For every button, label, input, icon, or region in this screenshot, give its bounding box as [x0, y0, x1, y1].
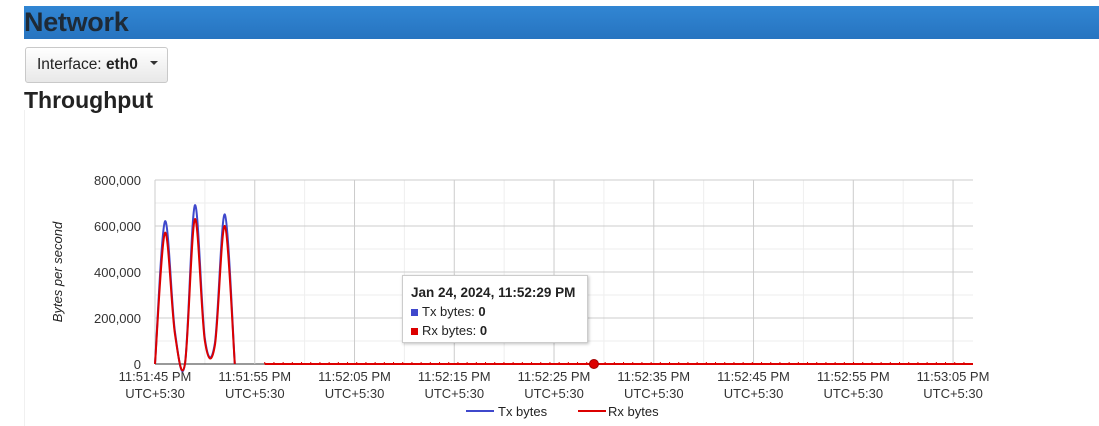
tooltip-tx-label: Tx bytes: — [422, 304, 475, 319]
x-tick-label: 11:52:15 PM — [418, 369, 491, 384]
x-tick-label-tz: UTC+5:30 — [424, 386, 484, 401]
y-tick-label: 800,000 — [94, 173, 141, 188]
y-tick-label: 200,000 — [94, 311, 141, 326]
x-tick-label: 11:52:35 PM — [617, 369, 690, 384]
caret-down-icon — [150, 60, 159, 65]
chart-legend: Tx bytes Rx bytes — [466, 404, 659, 419]
x-tick-label: 11:52:25 PM — [518, 369, 591, 384]
header-bar: Network — [24, 6, 1099, 39]
interface-value: eth0 — [105, 56, 138, 73]
y-tick-label: 0 — [134, 357, 141, 372]
x-tick-label-tz: UTC+5:30 — [125, 386, 185, 401]
tx-swatch-icon — [411, 309, 418, 316]
x-tick-label: 11:52:55 PM — [817, 369, 890, 384]
x-tick-label-tz: UTC+5:30 — [724, 386, 784, 401]
y-tick-label: 400,000 — [94, 265, 141, 280]
y-tick-label: 600,000 — [94, 219, 141, 234]
chart-series — [154, 204, 973, 373]
x-tick-label-tz: UTC+5:30 — [624, 386, 684, 401]
x-axis-tick-labels: 11:51:45 PM UTC+5:30 11:51:55 PM UTC+5:30 11… — [119, 369, 990, 401]
x-tick-label: 11:51:45 PM — [119, 369, 192, 384]
section-title: Throughput — [24, 87, 154, 113]
x-tick-label-tz: UTC+5:30 — [823, 386, 883, 401]
x-tick-label: 11:52:05 PM — [318, 369, 391, 384]
x-tick-label-tz: UTC+5:30 — [923, 386, 983, 401]
interface-label: Interface: — [37, 56, 102, 73]
tooltip-title: Jan 24, 2024, 11:52:29 PM — [411, 285, 576, 300]
x-tick-label-tz: UTC+5:30 — [524, 386, 584, 401]
x-tick-label-tz: UTC+5:30 — [325, 386, 385, 401]
interface-dropdown-button[interactable]: Interface: eth0 — [25, 47, 168, 83]
page-title: Network — [24, 7, 129, 37]
series-line-tx-bytes — [154, 204, 236, 373]
top-strip — [0, 0, 1099, 6]
tooltip-tx-value: 0 — [478, 304, 486, 319]
tooltip-row-rx: Rx bytes: 0 — [411, 321, 579, 340]
y-axis-label: Bytes per second — [50, 221, 65, 322]
content-left-border — [24, 110, 25, 426]
series-line-rx-bytes — [154, 218, 236, 372]
y-axis-tick-labels: 0 200,000 400,000 600,000 800,000 — [94, 173, 141, 372]
x-tick-label-tz: UTC+5:30 — [225, 386, 285, 401]
rx-swatch-icon — [411, 328, 418, 335]
x-tick-label: 11:53:05 PM — [917, 369, 990, 384]
x-tick-label: 11:52:45 PM — [717, 369, 790, 384]
highlighted-data-point[interactable] — [588, 359, 599, 369]
legend-label-1: Tx bytes — [498, 404, 548, 419]
x-tick-label: 11:51:55 PM — [218, 369, 291, 384]
tooltip-rx-value: 0 — [479, 323, 488, 338]
legend-label-2: Rx bytes — [608, 404, 659, 419]
tooltip-row-tx: Tx bytes: 0 — [411, 302, 579, 321]
tooltip-rx-label: Rx bytes: — [422, 323, 477, 338]
chart-tooltip: Jan 24, 2024, 11:52:29 PM Tx bytes: 0 Rx… — [402, 275, 588, 343]
